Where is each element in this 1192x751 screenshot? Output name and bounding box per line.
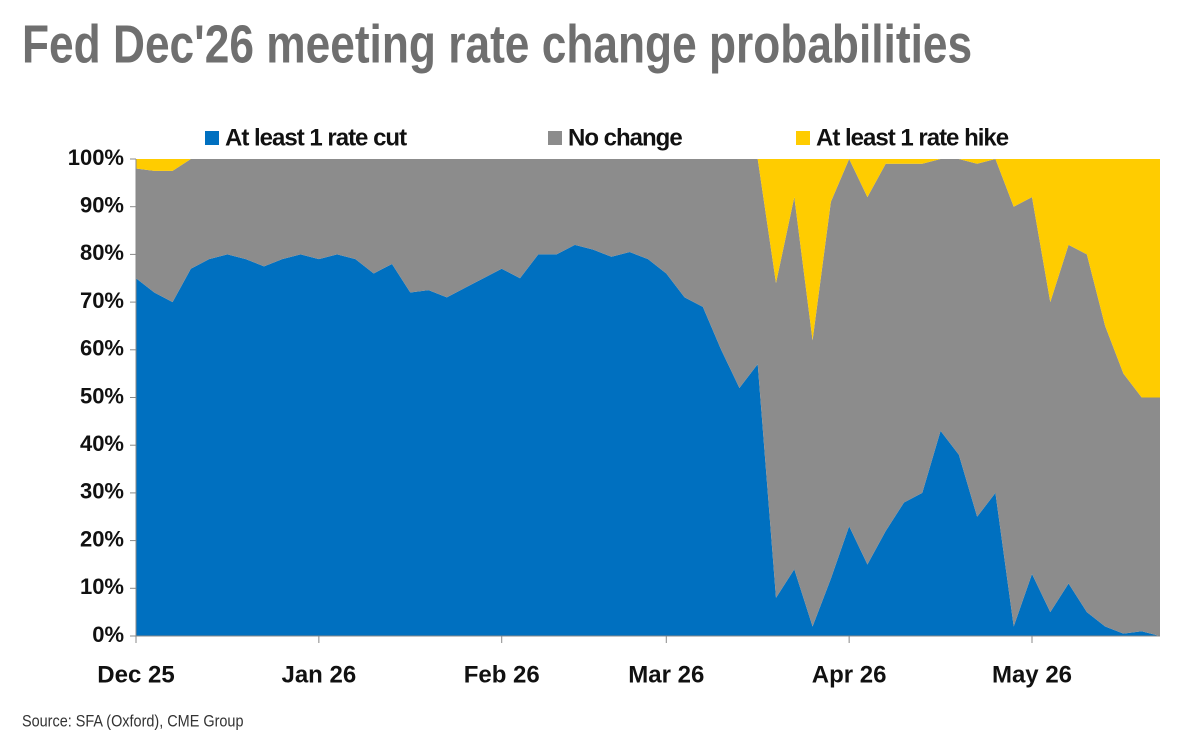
y-tick-label: 100% (68, 145, 124, 170)
x-tick-label: Apr 26 (812, 661, 887, 688)
x-tick-label: Jan 26 (281, 661, 356, 688)
source: Source: SFA (Oxford), CME Group (22, 712, 244, 730)
y-tick-label: 10% (80, 574, 124, 599)
area (136, 159, 1160, 636)
area (136, 159, 1160, 398)
legend-swatch (548, 131, 562, 145)
x-tick-label: Dec 25 (97, 661, 174, 688)
area (136, 244, 1160, 637)
y-tick-label: 60% (80, 336, 124, 361)
y-tick-label: 80% (80, 240, 124, 265)
chart-title: Fed Dec'26 meeting rate change probabili… (22, 14, 972, 74)
x-tick-label: Feb 26 (464, 661, 540, 688)
y-tick-label: 90% (80, 193, 124, 218)
y-tick-label: 30% (80, 479, 124, 504)
x-tick-label: May 26 (992, 661, 1072, 688)
legend-swatch (796, 131, 810, 145)
x-tick-label: Mar 26 (628, 661, 704, 688)
y-tick-label: 40% (80, 431, 124, 456)
legend-label: At least 1 rate cut (225, 124, 407, 151)
y-tick-label: 0% (92, 622, 124, 647)
legend-label: At least 1 rate hike (816, 124, 1009, 151)
y-tick-label: 20% (80, 526, 124, 551)
legend-swatch (205, 131, 219, 145)
y-tick-label: 70% (80, 288, 124, 313)
legend-label: No change (568, 124, 682, 151)
y-tick-label: 50% (80, 383, 124, 408)
